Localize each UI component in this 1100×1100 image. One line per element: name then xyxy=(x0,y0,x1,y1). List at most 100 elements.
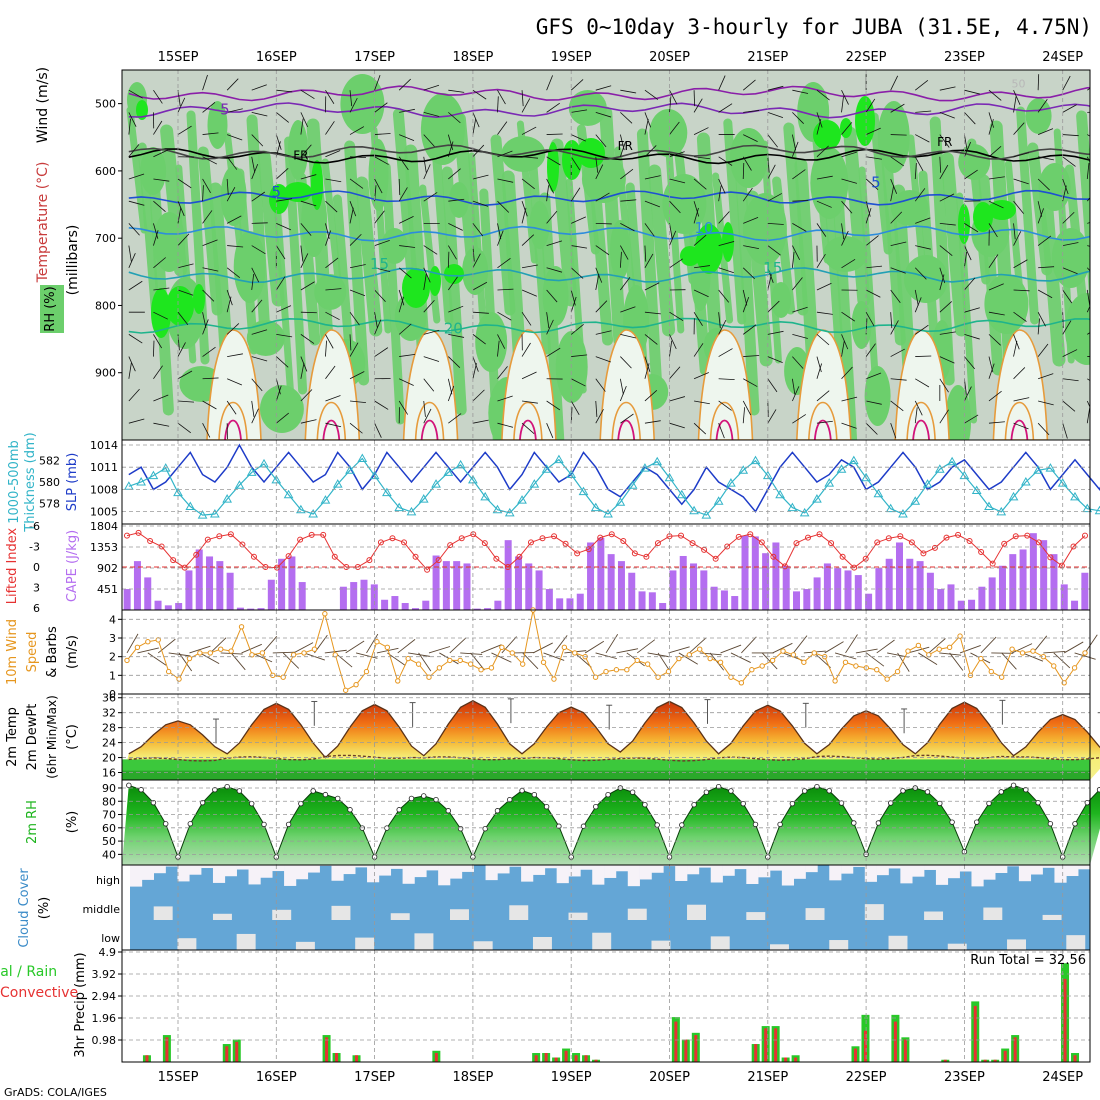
tick-label: 0 xyxy=(109,688,116,701)
contour-label: -5 xyxy=(215,100,230,118)
upper-wind-barb xyxy=(1062,400,1076,412)
upper-wind-barb xyxy=(300,174,317,180)
cloud-high-gap xyxy=(746,865,759,885)
thickness-point xyxy=(578,486,589,496)
upper-wind-barb xyxy=(742,297,750,313)
upper-wind-barb xyxy=(546,133,563,135)
upper-wind-barb xyxy=(1086,289,1090,306)
precip-convective-bar xyxy=(564,1050,568,1062)
upper-wind-barb xyxy=(595,408,604,424)
lifted-index-point xyxy=(158,543,165,550)
upper-wind-barb xyxy=(177,342,186,357)
thickness-point xyxy=(652,456,663,466)
upper-wind-barb xyxy=(1013,340,1018,357)
rh-point xyxy=(507,796,513,803)
upper-wind-barb xyxy=(177,207,182,224)
upper-wind-barb xyxy=(791,251,795,268)
precip-convective-bar xyxy=(1013,1037,1017,1062)
cape-bar xyxy=(432,555,440,610)
upper-wind-barb xyxy=(620,413,634,424)
upper-wind-barb xyxy=(497,150,513,158)
thickness-point xyxy=(885,503,896,513)
cloud-high-gap xyxy=(1066,865,1079,877)
upper-wind-barb xyxy=(374,210,385,224)
upper-wind-barb xyxy=(816,112,823,128)
surface-wind-barb xyxy=(293,642,314,654)
cape-bar xyxy=(236,607,244,610)
boundary-layer-plume xyxy=(992,329,1049,440)
upper-wind-barb xyxy=(939,331,956,335)
cloud-high-gap xyxy=(509,865,522,867)
cape-bar xyxy=(257,608,265,610)
surface-wind-barb xyxy=(1074,652,1096,660)
upper-wind-barb xyxy=(448,89,465,93)
upper-wind-barb xyxy=(398,289,405,306)
rh-saturated-area xyxy=(193,284,205,314)
rh-point xyxy=(937,800,943,807)
lifted-index-point xyxy=(389,535,396,542)
precip-convective-bar xyxy=(594,1059,598,1062)
rh-streak xyxy=(843,126,871,307)
cloud-high-gap xyxy=(295,865,309,880)
upper-wind-barb xyxy=(595,156,599,173)
upper-wind-barb xyxy=(816,282,832,291)
cape-bar xyxy=(267,579,275,610)
upper-wind-barb xyxy=(227,245,244,248)
cape-bar xyxy=(525,563,533,610)
wind-speed-point xyxy=(238,624,245,630)
tick-label: 28 xyxy=(102,722,116,735)
upper-wind-barb xyxy=(128,223,140,236)
lifted-index-point xyxy=(608,531,615,538)
surface-wind-barb xyxy=(720,644,742,654)
wind-speed-point xyxy=(426,674,432,680)
upper-wind-barb xyxy=(521,422,535,434)
upper-wind-barb xyxy=(153,311,168,320)
rh-streak xyxy=(869,112,893,255)
boundary-layer-contour xyxy=(316,401,347,440)
surface-wind-barb xyxy=(866,652,885,667)
cape-bar xyxy=(216,561,224,610)
surface-wind-barb xyxy=(584,640,605,654)
surface-wind-barb xyxy=(845,634,858,654)
cape-bar xyxy=(1040,540,1048,610)
precip-convective-bar xyxy=(434,1053,438,1062)
cape-bar xyxy=(185,570,193,610)
wind-speed-point xyxy=(738,680,745,686)
upper-wind-barb xyxy=(644,118,649,135)
wind-speed-point xyxy=(395,678,401,684)
cape-bar xyxy=(288,556,296,610)
upper-wind-barb xyxy=(767,300,780,313)
cloud-high-gap xyxy=(450,865,463,879)
upper-wind-barb xyxy=(153,200,166,212)
cape-bar xyxy=(391,596,399,610)
wind-axis-label-a: 10m Wind xyxy=(5,619,20,685)
surface-wind-barb xyxy=(595,652,617,660)
rh-streak xyxy=(734,154,760,416)
upper-wind-barb xyxy=(718,156,733,166)
upper-wind-barb xyxy=(251,267,260,283)
wind-speed-point xyxy=(124,657,130,664)
thickness-point xyxy=(492,504,503,514)
upper-wind-barb xyxy=(816,223,827,237)
upper-wind-barb xyxy=(202,185,204,202)
upper-wind-barb xyxy=(1037,99,1048,113)
cape-bar xyxy=(360,579,368,610)
cloud-high-gap xyxy=(615,865,629,872)
wind-speed-point xyxy=(134,644,141,651)
upper-wind-barb xyxy=(423,164,431,180)
upper-wind-barb xyxy=(693,207,699,224)
lifted-index-point xyxy=(793,540,800,547)
rh-saturated-area xyxy=(429,266,441,296)
upper-wind-barb xyxy=(693,201,700,217)
upper-wind-barb xyxy=(620,89,637,94)
cloud-high-gap xyxy=(153,865,166,874)
cape-bar xyxy=(916,561,924,610)
lifted-index-point xyxy=(331,553,338,560)
lifted-index-point xyxy=(401,539,408,546)
rh-streak xyxy=(197,146,223,316)
rh-moist-area xyxy=(207,101,228,149)
upper-wind-barb xyxy=(448,168,461,180)
thickness-point xyxy=(148,470,159,480)
cloud-high-gap xyxy=(758,865,771,878)
